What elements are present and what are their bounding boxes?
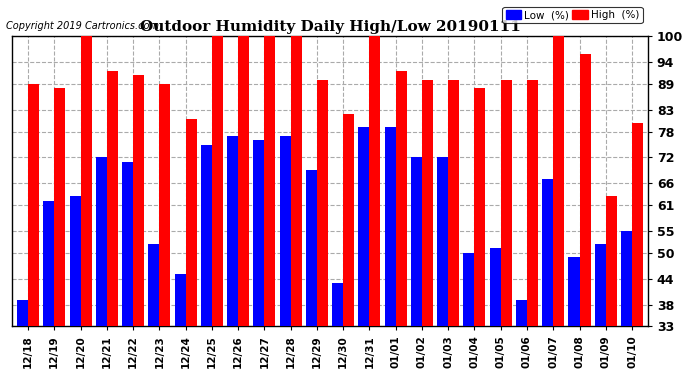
Bar	[28, 84, 39, 326]
Bar	[227, 136, 238, 326]
Bar	[70, 196, 81, 326]
Bar	[238, 36, 249, 326]
Bar	[632, 123, 643, 326]
Legend: Low  (%), High  (%): Low (%), High (%)	[502, 7, 642, 23]
Bar	[81, 36, 92, 326]
Bar	[343, 114, 354, 326]
Bar	[395, 71, 406, 326]
Bar	[358, 127, 369, 326]
Bar	[501, 80, 512, 326]
Text: Copyright 2019 Cartronics.com: Copyright 2019 Cartronics.com	[6, 21, 159, 31]
Bar	[264, 36, 275, 326]
Bar	[290, 36, 302, 326]
Bar	[279, 136, 290, 326]
Bar	[595, 244, 606, 326]
Bar	[606, 196, 617, 326]
Bar	[107, 71, 118, 326]
Bar	[490, 248, 501, 326]
Bar	[306, 171, 317, 326]
Bar	[580, 54, 591, 326]
Bar	[212, 36, 223, 326]
Bar	[159, 84, 170, 326]
Bar	[569, 257, 580, 326]
Bar	[553, 36, 564, 326]
Bar	[122, 162, 133, 326]
Bar	[175, 274, 186, 326]
Bar	[133, 75, 144, 326]
Title: Outdoor Humidity Daily High/Low 20190111: Outdoor Humidity Daily High/Low 20190111	[139, 20, 520, 34]
Bar	[448, 80, 460, 326]
Bar	[317, 80, 328, 326]
Bar	[96, 158, 107, 326]
Bar	[186, 118, 197, 326]
Bar	[201, 144, 212, 326]
Bar	[464, 253, 475, 326]
Bar	[437, 158, 448, 326]
Bar	[369, 36, 380, 326]
Bar	[527, 80, 538, 326]
Bar	[422, 80, 433, 326]
Bar	[43, 201, 55, 326]
Bar	[253, 140, 264, 326]
Bar	[411, 158, 422, 326]
Bar	[55, 88, 66, 326]
Bar	[17, 300, 28, 326]
Bar	[516, 300, 527, 326]
Bar	[148, 244, 159, 326]
Bar	[475, 88, 486, 326]
Bar	[621, 231, 632, 326]
Bar	[332, 283, 343, 326]
Bar	[542, 179, 553, 326]
Bar	[384, 127, 395, 326]
